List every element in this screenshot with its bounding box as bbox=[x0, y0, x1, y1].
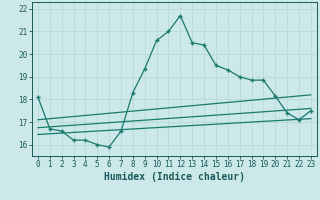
X-axis label: Humidex (Indice chaleur): Humidex (Indice chaleur) bbox=[104, 172, 245, 182]
